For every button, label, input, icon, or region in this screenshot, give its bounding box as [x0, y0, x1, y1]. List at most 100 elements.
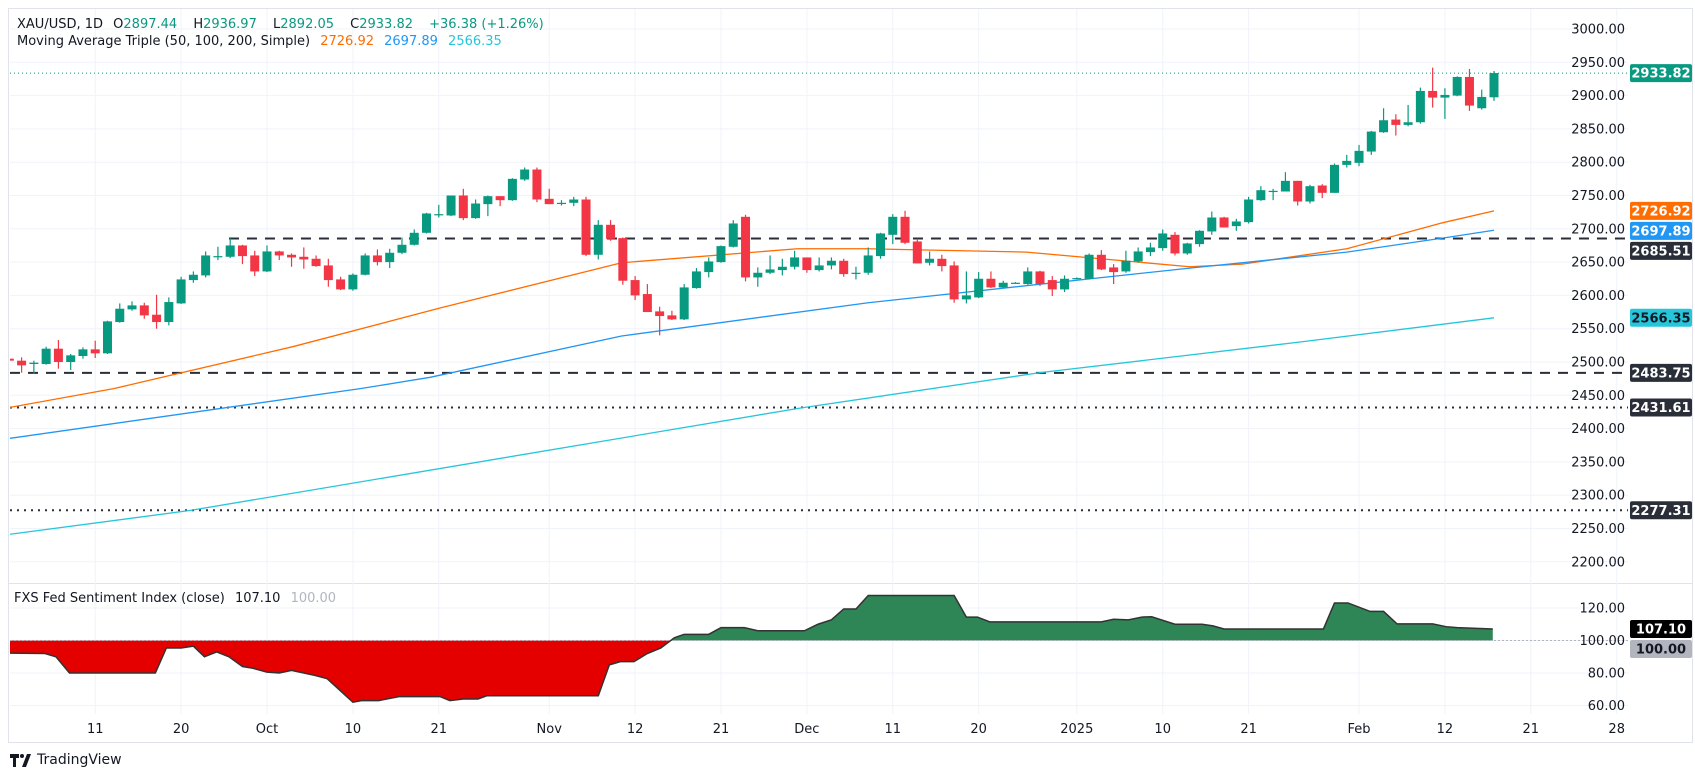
candle[interactable]	[78, 347, 88, 359]
candle[interactable]	[814, 257, 824, 272]
candle[interactable]	[458, 188, 468, 221]
candle[interactable]	[274, 250, 284, 261]
candle[interactable]	[1158, 229, 1168, 251]
candle[interactable]	[495, 196, 505, 207]
price-tag[interactable]: 2726.92	[1630, 201, 1692, 220]
ma100-line[interactable]	[3, 229, 1495, 439]
candle[interactable]	[1023, 267, 1033, 285]
candle[interactable]	[1195, 230, 1205, 247]
candle[interactable]	[1366, 130, 1376, 155]
sentiment-area[interactable]	[3, 594, 1628, 704]
price-tag[interactable]: 2431.61	[1630, 398, 1692, 417]
candle[interactable]	[201, 251, 211, 278]
candle[interactable]	[53, 340, 63, 369]
candle[interactable]	[1293, 180, 1303, 206]
candle[interactable]	[1060, 275, 1070, 293]
candle[interactable]	[925, 251, 935, 266]
candle[interactable]	[851, 266, 861, 280]
candle[interactable]	[1415, 87, 1425, 124]
candle[interactable]	[606, 220, 616, 241]
candle[interactable]	[5, 357, 14, 362]
ma-legend[interactable]: Moving Average Triple (50, 100, 200, Sim…	[17, 34, 508, 50]
candle[interactable]	[323, 258, 333, 287]
candle[interactable]	[139, 302, 149, 319]
candle[interactable]	[937, 254, 947, 272]
candle[interactable]	[1268, 188, 1278, 201]
candle[interactable]	[802, 257, 812, 273]
candle[interactable]	[1109, 264, 1119, 285]
candle[interactable]	[1047, 276, 1057, 297]
sentiment-tag[interactable]: 100.00	[1630, 639, 1692, 658]
candle[interactable]	[974, 272, 984, 299]
candle[interactable]	[1182, 242, 1192, 255]
candle[interactable]	[900, 210, 910, 245]
candle[interactable]	[372, 249, 382, 266]
candle[interactable]	[839, 258, 849, 277]
price-axis[interactable]: 2200.00 2250.00 2300.00 2350.00 2400.00 2450.…	[1571, 23, 1692, 715]
candle[interactable]	[532, 167, 542, 203]
candle[interactable]	[422, 212, 432, 234]
indicator-legend[interactable]: FXS Fed Sentiment Index (close) 107.10 1…	[14, 591, 342, 607]
candle[interactable]	[287, 253, 297, 267]
candle[interactable]	[1391, 114, 1401, 136]
candle[interactable]	[1231, 218, 1241, 231]
ma200-line[interactable]	[3, 317, 1495, 535]
candle[interactable]	[1489, 70, 1499, 101]
candle[interactable]	[348, 273, 358, 291]
sentiment-tag[interactable]: 107.10	[1630, 619, 1692, 638]
candle[interactable]	[998, 280, 1008, 289]
price-tag[interactable]: 2685.51	[1630, 241, 1692, 260]
candle[interactable]	[250, 250, 260, 277]
candle[interactable]	[1170, 232, 1180, 256]
candle[interactable]	[1452, 76, 1462, 97]
candle[interactable]	[961, 271, 971, 304]
candle[interactable]	[704, 257, 714, 278]
candle[interactable]	[262, 245, 272, 273]
price-pane[interactable]	[3, 67, 1628, 536]
candle[interactable]	[716, 245, 726, 263]
price-tag[interactable]: 2483.75	[1630, 363, 1692, 382]
candle[interactable]	[642, 284, 652, 313]
candle[interactable]	[667, 310, 677, 321]
candle[interactable]	[1084, 253, 1094, 280]
candle[interactable]	[213, 246, 223, 261]
candle[interactable]	[1145, 242, 1155, 257]
candle[interactable]	[507, 178, 517, 201]
candle[interactable]	[593, 220, 603, 260]
candle[interactable]	[949, 261, 959, 303]
candle[interactable]	[1010, 282, 1020, 284]
candle[interactable]	[311, 255, 321, 267]
candle[interactable]	[66, 354, 76, 370]
candle[interactable]	[556, 200, 566, 206]
candle[interactable]	[912, 238, 922, 264]
candle[interactable]	[986, 271, 996, 289]
candle[interactable]	[41, 346, 51, 365]
price-tag[interactable]: 2697.89	[1630, 221, 1692, 240]
candle[interactable]	[397, 237, 407, 255]
candle[interactable]	[164, 297, 174, 326]
time-axis[interactable]: Sep 11 20 Oct 10 21 Nov 12 21 Dec 11 20 2025 10 21 Feb 1…	[0, 722, 1625, 737]
candle[interactable]	[1133, 247, 1143, 263]
candle[interactable]	[753, 267, 763, 287]
candle[interactable]	[1280, 172, 1290, 192]
candle[interactable]	[826, 257, 836, 270]
candle[interactable]	[127, 301, 137, 311]
candle[interactable]	[29, 360, 39, 374]
candle[interactable]	[1440, 88, 1450, 119]
candle[interactable]	[741, 214, 751, 282]
candle[interactable]	[1317, 184, 1327, 199]
candle[interactable]	[777, 258, 787, 276]
candle[interactable]	[765, 255, 775, 275]
tradingview-brand[interactable]: TradingView	[10, 752, 122, 768]
candle[interactable]	[679, 284, 689, 321]
candle[interactable]	[1256, 186, 1266, 201]
candle[interactable]	[299, 247, 309, 269]
candle[interactable]	[471, 199, 481, 219]
candle[interactable]	[1342, 154, 1352, 168]
candle[interactable]	[655, 306, 665, 336]
candle[interactable]	[618, 237, 628, 285]
candle[interactable]	[630, 276, 640, 301]
candle[interactable]	[1035, 270, 1045, 287]
candle[interactable]	[1096, 250, 1106, 271]
